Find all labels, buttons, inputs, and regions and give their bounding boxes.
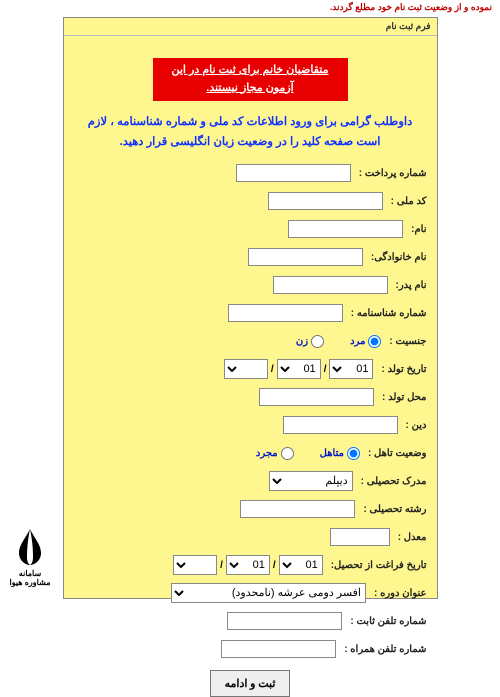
slash-icon: /: [324, 364, 327, 375]
radio-single[interactable]: [281, 447, 294, 460]
input-religion[interactable]: [283, 416, 398, 434]
radio-married[interactable]: [347, 447, 360, 460]
input-gpa[interactable]: [330, 528, 390, 546]
submit-button[interactable]: ثبت و ادامه: [210, 670, 291, 697]
input-phone[interactable]: [227, 612, 342, 630]
label-marital: وضعیت تاهل :: [368, 448, 427, 459]
input-fname[interactable]: [288, 220, 403, 238]
radio-male-text: مرد: [350, 336, 365, 347]
input-lname[interactable]: [248, 248, 363, 266]
label-nid: کد ملی :: [391, 196, 427, 207]
radio-male[interactable]: [368, 335, 381, 348]
page-top-note: نموده و از وضعیت ثبت نام خود مطلع گردند.: [0, 0, 500, 17]
input-father[interactable]: [273, 276, 388, 294]
select-gmonth[interactable]: 01: [226, 555, 270, 575]
select-byear[interactable]: [224, 359, 268, 379]
input-bplace[interactable]: [259, 388, 374, 406]
label-father: نام پدر:: [396, 280, 427, 291]
input-nid[interactable]: [268, 192, 383, 210]
select-bmonth[interactable]: 01: [277, 359, 321, 379]
label-religion: دین :: [406, 420, 427, 431]
radio-married-text: متاهل: [320, 448, 344, 459]
form-title: فرم ثبت نام: [64, 18, 437, 36]
radio-female-text: زن: [296, 336, 308, 347]
radio-male-label[interactable]: مرد: [350, 335, 381, 348]
label-major: رشته تحصیلی :: [363, 504, 426, 515]
radio-female-label[interactable]: زن: [296, 335, 324, 348]
label-grad-date: تاریخ فراغت از تحصیل:: [331, 560, 427, 571]
label-course: عنوان دوره :: [374, 588, 427, 599]
radio-female[interactable]: [311, 335, 324, 348]
input-mobile[interactable]: [221, 640, 336, 658]
label-bplace: محل تولد :: [382, 392, 427, 403]
radio-married-label[interactable]: متاهل: [320, 447, 360, 460]
label-mobile: شماره تلفن همراه :: [344, 644, 426, 655]
radio-single-text: مجرد: [256, 448, 278, 459]
registration-form: فرم ثبت نام متقاضیان خانم برای ثبت نام د…: [63, 17, 438, 599]
label-fname: نام:: [411, 224, 426, 235]
marital-group: متاهل مجرد: [256, 447, 360, 460]
label-id-no: شماره شناسنامه :: [351, 308, 427, 319]
label-bdate: تاریخ تولد :: [381, 364, 426, 375]
slash-icon: /: [271, 364, 274, 375]
grad-date-group: 01 / 01 /: [173, 555, 323, 575]
input-major[interactable]: [240, 500, 355, 518]
pen-nib-icon: [13, 527, 47, 567]
select-degree[interactable]: دیپلم: [269, 471, 353, 491]
label-phone: شماره تلفن ثابت :: [350, 616, 426, 627]
label-lname: نام خانوادگی:: [371, 252, 427, 263]
gender-group: مرد زن: [296, 335, 382, 348]
slash-icon: /: [273, 560, 276, 571]
brand-logo: سامانه مشاوره هیوا: [6, 527, 54, 587]
alert-restricted: متقاضیان خانم برای ثبت نام در این آزمون …: [153, 58, 348, 101]
bdate-group: 01 / 01 /: [224, 359, 374, 379]
select-course[interactable]: افسر دومی عرشه (نامحدود): [171, 583, 366, 603]
input-pay-no[interactable]: [236, 164, 351, 182]
select-gday[interactable]: 01: [279, 555, 323, 575]
input-id-no[interactable]: [228, 304, 343, 322]
select-gyear[interactable]: [173, 555, 217, 575]
alert-keyboard: داوطلب گرامی برای ورود اطلاعات کد ملی و …: [64, 107, 437, 162]
label-pay-no: شماره پرداخت :: [359, 168, 427, 179]
label-gender: جنسیت :: [389, 336, 426, 347]
slash-icon: /: [220, 560, 223, 571]
label-degree: مدرک تحصیلی :: [361, 476, 427, 487]
select-bday[interactable]: 01: [329, 359, 373, 379]
radio-single-label[interactable]: مجرد: [256, 447, 294, 460]
brand-text: سامانه مشاوره هیوا: [6, 569, 54, 587]
label-gpa: معدل :: [398, 532, 427, 543]
